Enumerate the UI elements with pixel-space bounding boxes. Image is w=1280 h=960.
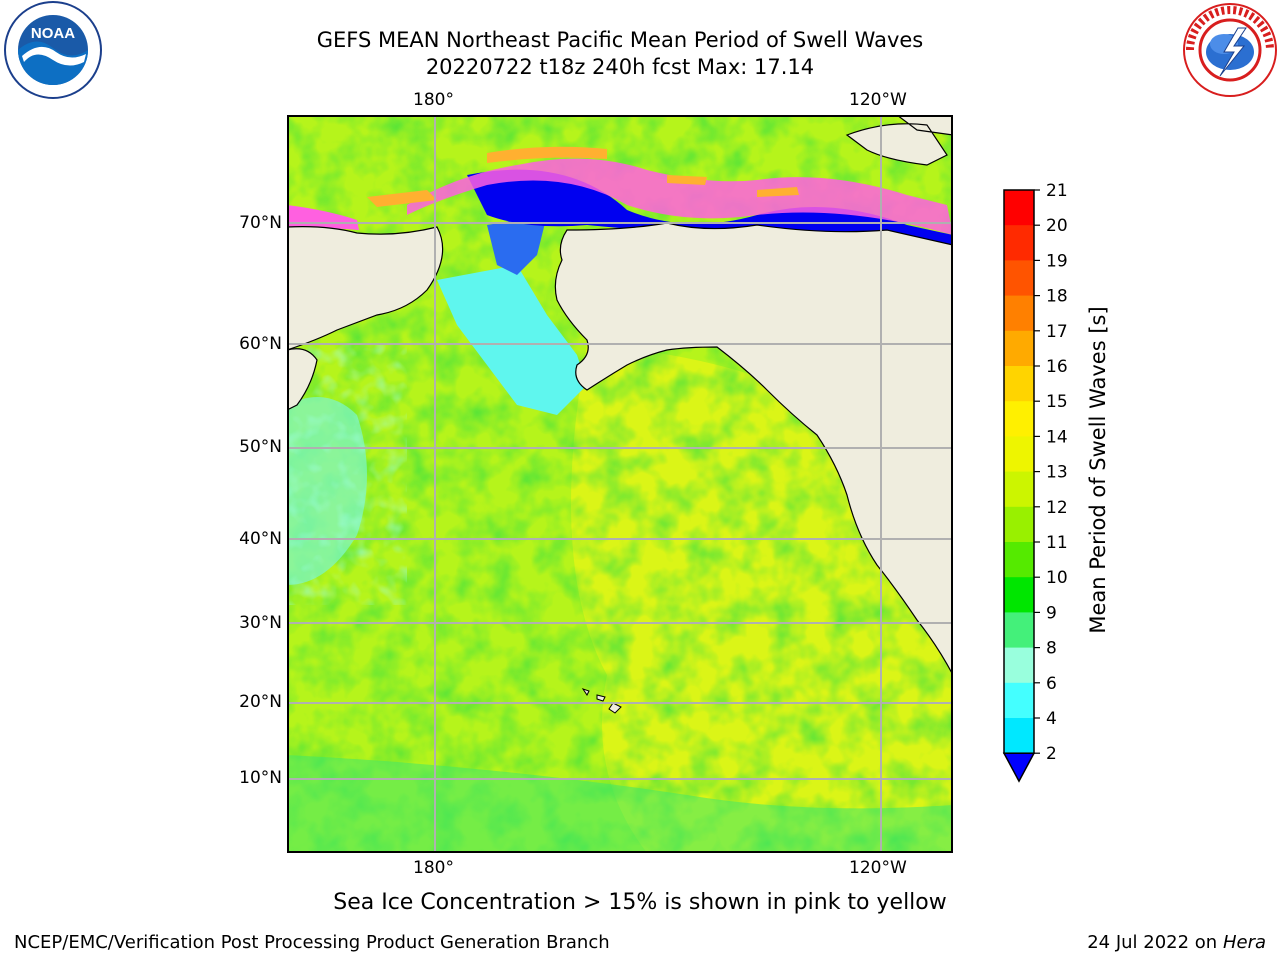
lon-label-bottom-180: 180° xyxy=(413,858,454,878)
colorbar-tick-label: 2 xyxy=(1046,744,1057,764)
colorbar-segment xyxy=(1004,506,1034,543)
lon-label-top-120w: 120°W xyxy=(849,90,907,110)
land-hawaii xyxy=(581,688,622,714)
colorbar-segment xyxy=(1004,401,1034,437)
lat-label-50n: 50°N xyxy=(239,437,282,457)
colorbar-segment xyxy=(1004,190,1034,226)
lat-label-30n: 30°N xyxy=(239,613,282,633)
colorbar: 21 20 19 18 17 16 15 14 13 12 11 10 9 8 6 4 2 xyxy=(990,180,1110,790)
land-kamchatka xyxy=(286,348,318,411)
footer-date: 24 Jul 2022 on Hera xyxy=(1087,932,1266,953)
colorbar-tick-label: 12 xyxy=(1046,498,1068,518)
colorbar-tick-label: 15 xyxy=(1046,392,1068,412)
lat-label-70n: 70°N xyxy=(239,213,282,233)
colorbar-segment xyxy=(1004,542,1034,578)
colorbar-segment xyxy=(1004,718,1034,754)
colorbar-extend-triangle xyxy=(1002,752,1036,783)
land-north-america xyxy=(554,222,954,676)
lat-label-40n: 40°N xyxy=(239,529,282,549)
colorbar-tick-label: 19 xyxy=(1046,251,1068,271)
land-asia xyxy=(286,226,444,351)
colorbar-tick-label: 4 xyxy=(1046,709,1057,729)
sea-ice-caption: Sea Ice Concentration > 15% is shown in … xyxy=(333,890,947,915)
lon-label-bottom-120w: 120°W xyxy=(849,858,907,878)
colorbar-tick-label: 10 xyxy=(1046,568,1068,588)
sea-ice-orange xyxy=(367,146,799,207)
colorbar-label: Mean Period of Swell Waves [s] xyxy=(1086,306,1110,634)
noaa-logo-text: NOAA xyxy=(31,25,75,42)
lat-label-10n: 10°N xyxy=(239,768,282,788)
colorbar-segment xyxy=(1004,295,1034,332)
colorbar-tick-label: 14 xyxy=(1046,427,1068,447)
bering-blue xyxy=(487,215,547,275)
colorbar-tick-label: 8 xyxy=(1046,639,1057,659)
lon-label-top-180: 180° xyxy=(413,90,454,110)
sea-ice-band xyxy=(407,158,953,235)
noaa-logo: NOAA xyxy=(0,0,106,100)
colorbar-tick-label: 20 xyxy=(1046,216,1068,236)
footer-host: Hera xyxy=(1222,932,1266,953)
map xyxy=(286,114,954,853)
colorbar-segment xyxy=(1004,612,1034,649)
colorbar-tick-label: 17 xyxy=(1046,322,1068,342)
colorbar-segment xyxy=(1004,330,1034,367)
chart-title: GEFS MEAN Northeast Pacific Mean Period … xyxy=(316,28,924,52)
colorbar-segment xyxy=(1004,436,1034,473)
colorbar-segment xyxy=(1004,366,1034,402)
colorbar-tick-label: 13 xyxy=(1046,463,1068,483)
lat-label-20n: 20°N xyxy=(239,692,282,712)
colorbar-segment xyxy=(1004,471,1034,508)
bering-cyan xyxy=(437,265,587,415)
colorbar-tick-label: 9 xyxy=(1046,603,1057,623)
chart-subtitle: 20220722 t18z 240h fcst Max: 17.14 xyxy=(425,55,815,79)
colorbar-segment xyxy=(1004,577,1034,613)
footer-credit: NCEP/EMC/Verification Post Processing Pr… xyxy=(14,932,610,953)
colorbar-tick-label: 11 xyxy=(1046,533,1068,553)
colorbar-tick-label: 21 xyxy=(1046,181,1068,201)
lat-label-60n: 60°N xyxy=(239,334,282,354)
colorbar-tick-label: 18 xyxy=(1046,287,1068,307)
colorbar-segment xyxy=(1004,225,1034,261)
colorbar-segment xyxy=(1004,260,1034,297)
colorbar-segment xyxy=(1004,682,1034,719)
footer-date-text: 24 Jul 2022 on xyxy=(1087,932,1223,953)
colorbar-tick-label: 6 xyxy=(1046,674,1057,694)
nws-logo xyxy=(1180,0,1280,100)
graticule xyxy=(287,115,953,853)
colorbar-tick-label: 16 xyxy=(1046,357,1068,377)
colorbar-segment xyxy=(1004,647,1034,684)
